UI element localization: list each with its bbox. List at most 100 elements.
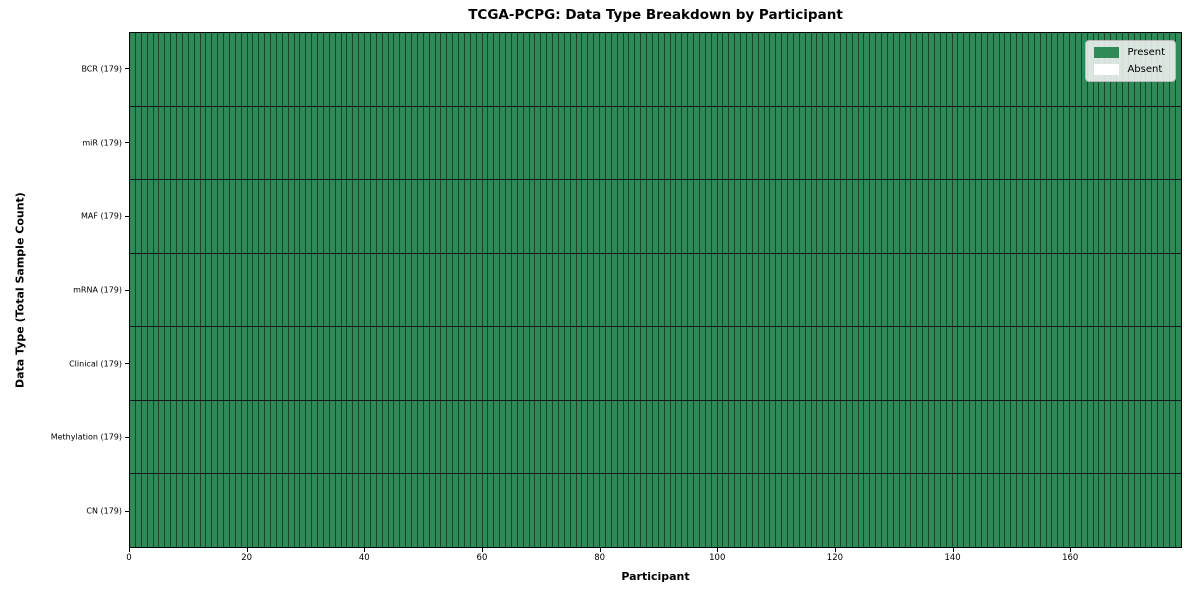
heatmap-cell <box>317 33 323 106</box>
heatmap-cell <box>687 180 693 253</box>
heatmap-cell <box>587 106 594 180</box>
heatmap-cell <box>828 400 834 474</box>
heatmap-cell <box>516 327 523 400</box>
heatmap-cell <box>217 253 223 327</box>
heatmap-cell <box>610 106 617 180</box>
heatmap-cell <box>1174 180 1181 253</box>
heatmap-cell <box>933 400 940 474</box>
heatmap-cell <box>1168 106 1175 180</box>
heatmap-cell <box>663 180 670 253</box>
y-axis-tick-labels: BCR (179) miR (179) MAF (179) mRNA (179) Cli… <box>0 32 122 548</box>
heatmap-cell <box>851 474 858 548</box>
heatmap-cell <box>775 106 782 180</box>
heatmap-cell <box>434 180 441 253</box>
heatmap-cell <box>440 180 447 253</box>
heatmap-cell <box>1139 474 1146 548</box>
heatmap-cell <box>452 327 458 400</box>
heatmap-cell <box>422 33 429 106</box>
heatmap-cell <box>804 180 811 253</box>
heatmap-cell <box>975 400 981 474</box>
heatmap-cell <box>505 327 511 400</box>
heatmap-cell <box>358 400 364 474</box>
heatmap-cell <box>452 180 458 253</box>
heatmap-cell <box>763 400 770 474</box>
heatmap-cell <box>1069 400 1075 474</box>
heatmap-cell <box>416 327 423 400</box>
heatmap-cell <box>1033 327 1040 400</box>
heatmap-cell <box>634 474 641 548</box>
heatmap-cell <box>181 33 188 106</box>
heatmap-cell <box>581 474 588 548</box>
heatmap-cell <box>951 33 958 106</box>
heatmap-cell <box>416 400 423 474</box>
heatmap-cell <box>728 327 735 400</box>
heatmap-cell <box>152 474 159 548</box>
heatmap-cell <box>769 106 776 180</box>
heatmap-cell <box>728 33 735 106</box>
heatmap-cell <box>1086 474 1093 548</box>
heatmap-cell <box>904 474 911 548</box>
heatmap-cell <box>305 106 312 180</box>
heatmap-cell <box>352 33 359 106</box>
heatmap-cell <box>745 106 752 180</box>
heatmap-cell <box>322 327 329 400</box>
heatmap-cell <box>1174 327 1181 400</box>
heatmap-cell <box>1163 106 1169 180</box>
x-tick-mark <box>481 548 483 552</box>
heatmap-cell <box>211 474 218 548</box>
heatmap-cell <box>510 400 517 474</box>
heatmap-cell <box>816 327 823 400</box>
heatmap-cell <box>340 327 347 400</box>
heatmap-cell <box>792 180 799 253</box>
heatmap-cell <box>751 33 758 106</box>
heatmap-cell <box>857 106 864 180</box>
heatmap-cell <box>1010 180 1017 253</box>
heatmap-cell <box>951 180 958 253</box>
heatmap-cell <box>487 253 494 327</box>
heatmap-cell <box>493 400 500 474</box>
heatmap-cell <box>258 253 265 327</box>
heatmap-cell <box>1139 180 1146 253</box>
heatmap-cell <box>687 33 693 106</box>
heatmap-cell <box>969 474 975 548</box>
heatmap-cell <box>857 327 864 400</box>
heatmap-cell <box>1145 327 1152 400</box>
heatmap-cell <box>716 474 723 548</box>
heatmap-cell <box>646 106 652 180</box>
heatmap-cell <box>986 33 993 106</box>
heatmap-cell <box>528 33 535 106</box>
heatmap-cell <box>740 33 746 106</box>
heatmap-cell <box>787 33 793 106</box>
heatmap-cell <box>199 106 206 180</box>
heatmap-cell <box>387 327 394 400</box>
heatmap-cell <box>581 400 588 474</box>
heatmap-cell <box>516 253 523 327</box>
heatmap-cell <box>781 474 787 548</box>
heatmap-cell <box>364 106 370 180</box>
heatmap-cell <box>505 180 511 253</box>
heatmap-cell <box>311 474 317 548</box>
heatmap-cell <box>851 327 858 400</box>
heatmap-cell <box>510 327 517 400</box>
heatmap-cell <box>399 327 406 400</box>
heatmap-cell <box>369 400 376 474</box>
heatmap-cell <box>834 327 840 400</box>
heatmap-cell <box>322 106 329 180</box>
heatmap-cell <box>416 253 423 327</box>
heatmap-cell <box>475 253 482 327</box>
heatmap-cell <box>305 474 312 548</box>
heatmap-cell <box>634 327 641 400</box>
heatmap-row-maf <box>130 180 1181 254</box>
heatmap-cell <box>452 106 458 180</box>
heatmap-cell <box>757 400 764 474</box>
heatmap-cell <box>422 474 429 548</box>
heatmap-cell <box>634 253 641 327</box>
heatmap-cell <box>875 253 881 327</box>
heatmap-cell <box>763 33 770 106</box>
heatmap-cell <box>834 474 840 548</box>
heatmap-cell <box>587 474 594 548</box>
heatmap-cell <box>810 474 817 548</box>
heatmap-cell <box>334 327 341 400</box>
heatmap-cell <box>1098 106 1105 180</box>
heatmap-cell <box>640 180 646 253</box>
